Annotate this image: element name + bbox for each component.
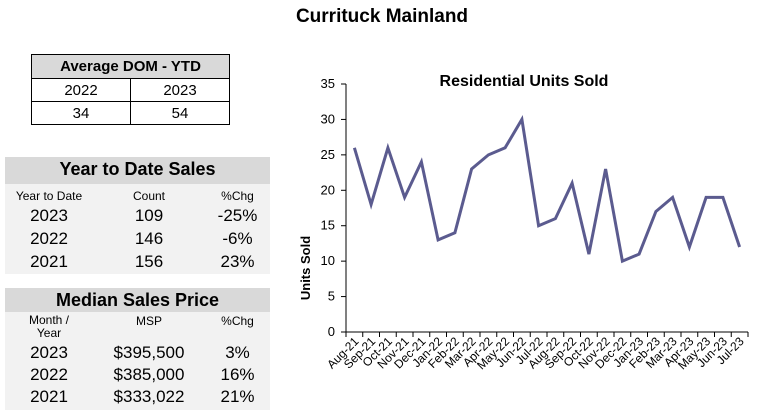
dom-year-2022: 2022 <box>31 78 131 102</box>
average-dom-table: Average DOM - YTD 2022 2023 34 54 <box>31 54 230 125</box>
dom-year-2023: 2023 <box>130 78 230 102</box>
ytd-title: Year to Date Sales <box>59 159 216 179</box>
median-chg: 16% <box>220 365 255 384</box>
y-tick-label: 35 <box>321 76 335 91</box>
y-tick-label: 25 <box>321 147 335 162</box>
dom-value-2023: 54 <box>130 101 230 125</box>
table-row: 2021 156 23% <box>5 252 270 272</box>
y-tick-label: 5 <box>328 289 335 304</box>
table-row: 2022 $385,000 16% <box>5 365 270 385</box>
median-year: 2023 <box>30 343 68 362</box>
ytd-year: 2022 <box>30 229 68 248</box>
median-header-row: Month / Year MSP %Chg <box>5 314 270 340</box>
median-header-chg: %Chg <box>221 314 254 328</box>
series-line <box>352 115 742 264</box>
ytd-count: 109 <box>134 206 164 225</box>
ytd-chg: 23% <box>220 252 255 271</box>
ytd-count: 146 <box>134 229 164 248</box>
table-row: 2023 $395,500 3% <box>5 343 270 363</box>
ytd-year: 2023 <box>30 206 68 225</box>
page-title: Currituck Mainland <box>295 6 469 27</box>
y-tick-label: 30 <box>321 111 335 126</box>
median-chg: 3% <box>225 343 250 362</box>
dom-value-2022: 34 <box>31 101 131 125</box>
table-row: 2023 109 -25% <box>5 206 270 226</box>
y-ticks: 0 5 10 15 20 25 30 35 <box>321 76 346 339</box>
median-title: Median Sales Price <box>55 290 220 310</box>
y-tick-label: 0 <box>328 324 335 339</box>
chart-axes <box>345 84 748 333</box>
median-header-period: Month / Year <box>28 313 70 340</box>
ytd-count: 156 <box>134 252 164 271</box>
dom-title: Average DOM - YTD <box>31 54 230 79</box>
ytd-year: 2021 <box>30 252 68 271</box>
median-price-panel: Median Sales Price Month / Year MSP %Chg… <box>5 288 270 410</box>
y-tick-label: 15 <box>321 218 335 233</box>
x-ticks: Aug-21Sep-21Oct-21Nov-21Dec-21Jan-22Feb-… <box>324 332 749 372</box>
y-axis-label: Units Sold <box>298 236 313 300</box>
ytd-chg: -6% <box>222 229 253 248</box>
units-sold-chart: Residential Units Sold Units Sold 0 5 10 15… <box>298 73 749 372</box>
ytd-header-count: Count <box>132 189 166 203</box>
ytd-sales-panel: Year to Date Sales Year to Date Count %C… <box>5 157 270 274</box>
median-msp: $385,000 <box>113 365 185 384</box>
ytd-chg: -25% <box>217 206 258 225</box>
median-msp: $395,500 <box>113 343 185 362</box>
ytd-header-period: Year to Date <box>15 189 83 203</box>
median-msp: $333,022 <box>113 387 185 406</box>
median-chg: 21% <box>220 387 255 406</box>
median-header-msp: MSP <box>135 314 162 328</box>
table-row: 2021 $333,022 21% <box>5 387 270 407</box>
chart-title: Residential Units Sold <box>440 73 609 90</box>
median-year: 2022 <box>30 365 68 384</box>
median-year: 2021 <box>30 387 68 406</box>
y-tick-label: 20 <box>321 182 335 197</box>
table-row: 2022 146 -6% <box>5 229 270 249</box>
y-tick-label: 10 <box>321 253 335 268</box>
ytd-header-chg: %Chg <box>221 189 254 203</box>
ytd-header-row: Year to Date Count %Chg <box>5 189 270 203</box>
